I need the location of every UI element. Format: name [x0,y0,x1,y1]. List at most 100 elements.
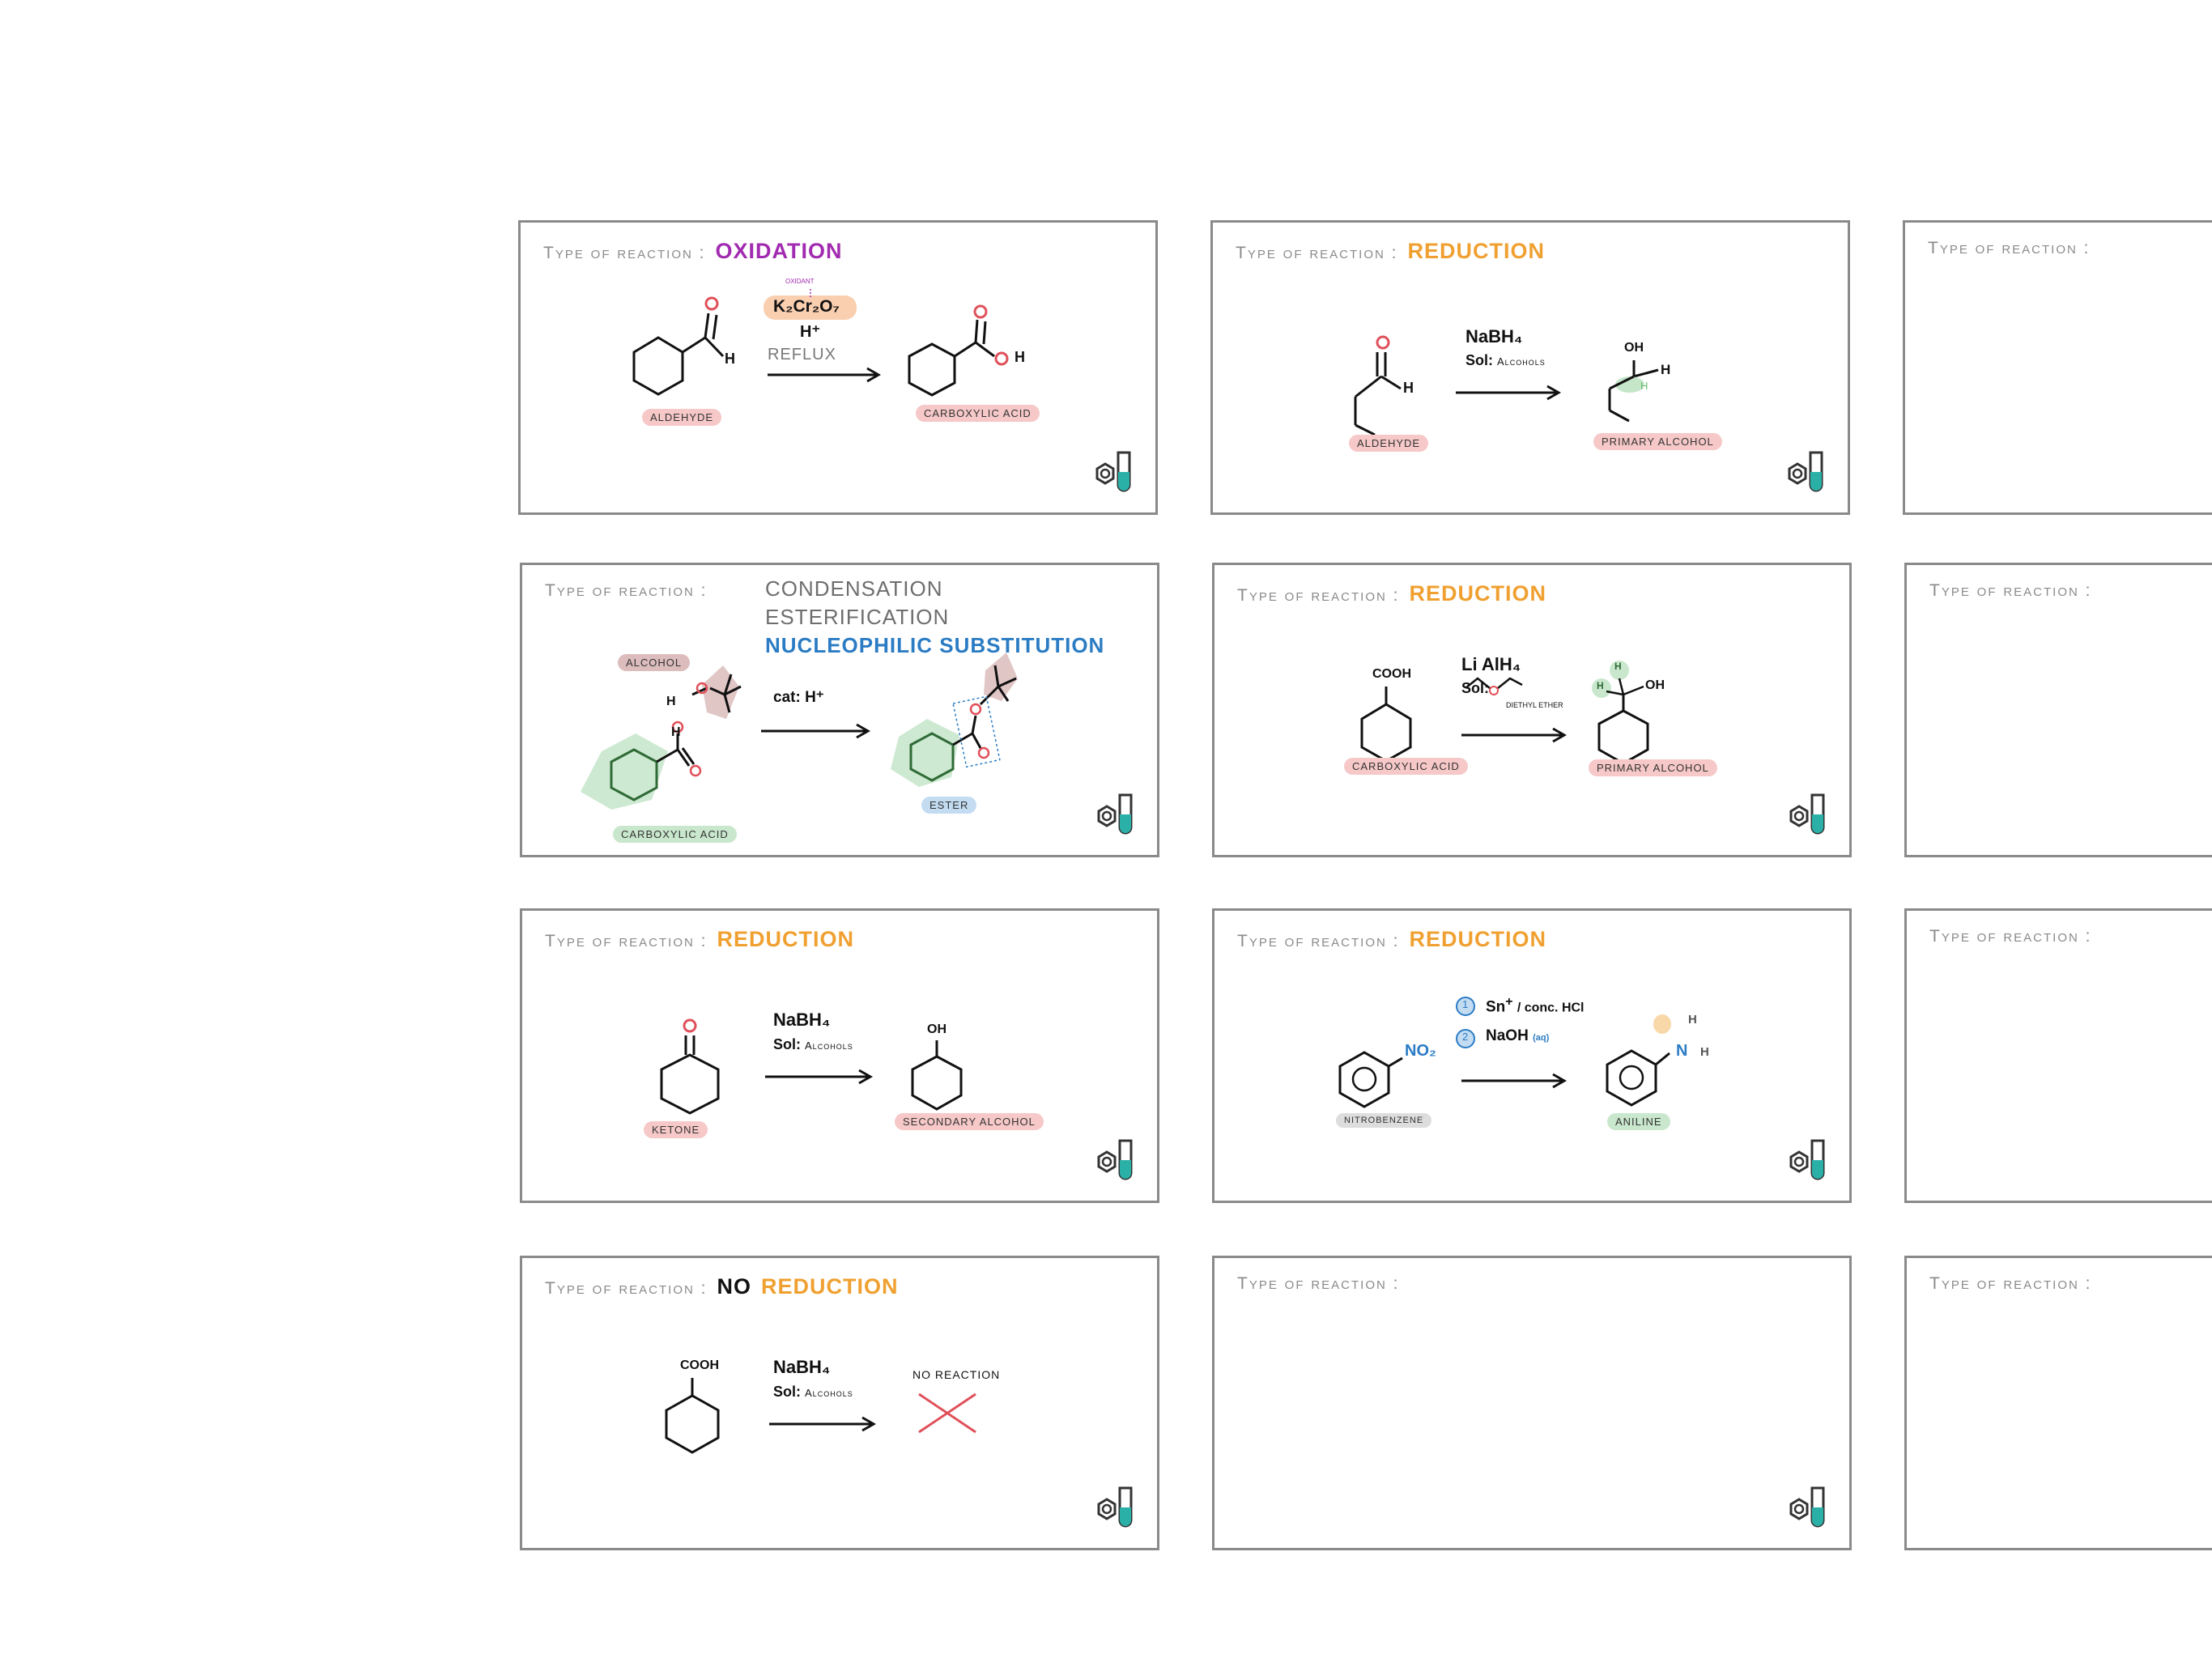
chemistry-logo-icon [1097,793,1133,835]
step1-reagent: Sn+ / conc. HCl [1486,995,1585,1016]
header-label: Type of reaction : [1237,1274,1400,1293]
solvent-label: Sol: [1461,680,1489,696]
reaction-type: REDUCTION [717,927,855,951]
header-label: Type of reaction : [1236,244,1398,262]
h-atom: H [666,695,676,708]
h-atom-added: H [1640,380,1648,392]
card-header: Type of reaction : REDUCTION [1237,581,1546,606]
chemistry-logo-icon [1789,793,1825,835]
solvent-value: DIETHYL ETHER [1506,701,1563,709]
reaction-type-prefix: NO [717,1274,752,1299]
reagent: NaBH₄ [1465,326,1523,346]
header-label: Type of reaction : [1929,581,2092,600]
solvent: Sol: Alcohols [773,1384,853,1401]
h-atom: H [725,351,735,367]
oh-group: OH [1645,678,1665,692]
product-label: CARBOXYLIC ACID [916,405,1040,422]
nitrogen-atom: N [1676,1042,1688,1060]
card-header: Type of reaction : [545,581,708,601]
reaction-type: REDUCTION [1409,581,1547,606]
reaction-type: NUCLEOPHILIC SUBSTITUTION [765,633,1105,657]
solvent: Sol: [1461,680,1489,697]
reactant-label: KETONE [644,1121,708,1138]
card-header: Type of reaction : NO REDUCTION [545,1274,899,1299]
product-label: PRIMARY ALCOHOL [1593,433,1722,450]
catalyst: cat: H⁺ [773,689,824,706]
step2-text: NaOH [1486,1027,1529,1044]
step2-reagent: NaOH (aq) [1486,1027,1549,1045]
card-header: Type of reaction : REDUCTION [1237,927,1546,952]
reaction-drawing [632,289,1009,397]
reagent: NaBH₄ [773,1010,831,1030]
card-reduction-acid[interactable]: Type of reaction : REDUCTION COOH Li AlH… [1212,563,1852,857]
reaction-drawing [665,1378,976,1454]
header-label: Type of reaction : [543,244,706,262]
card-reduction-nitro[interactable]: Type of reaction : REDUCTION NO₂ 1 2 Sn+… [1212,908,1852,1203]
reagent-note: oxidant [785,276,815,286]
card-header: Type of reaction : [1237,1274,1400,1294]
reagent: Li AlH₄ [1461,654,1521,674]
card-esterification[interactable]: Type of reaction : CONDENSATION ESTERIFI… [520,563,1159,857]
chemistry-logo-icon [1788,451,1823,492]
header-label: Type of reaction : [1928,239,2091,257]
card-header: Type of reaction : REDUCTION [545,927,854,952]
solvent-label: Sol: [773,1036,801,1052]
card-empty[interactable]: Type of reaction : [1904,908,2212,1203]
reactant-group: NO₂ [1405,1042,1436,1060]
card-header: Type of reaction : [1929,1274,2092,1294]
reaction-drawing [660,1018,963,1115]
chemistry-logo-icon [1097,1486,1133,1528]
card-empty[interactable]: Type of reaction : [1903,220,2212,515]
card-header: Type of reaction : OXIDATION [543,239,843,264]
chemistry-logo-icon [1789,1486,1825,1528]
condition: REFLUX [768,346,836,363]
card-reduction-ketone[interactable]: Type of reaction : REDUCTION OH NaBH₄ So… [520,908,1159,1203]
card-empty[interactable]: Type of reaction : [1904,1256,2212,1550]
h-atom: H [1015,349,1025,365]
h-atom: H [1614,661,1622,672]
card-empty[interactable]: Type of reaction : [1904,563,2212,857]
header-label: Type of reaction : [1929,927,2092,946]
solvent-value: Alcohols [805,1039,853,1052]
alcohol-label: ALCOHOL [618,654,691,671]
result-text: NO REACTION [912,1368,1001,1381]
step1-tail: / conc. HCl [1516,1001,1585,1015]
reactant-label: NITROBENZENE [1336,1113,1432,1128]
chemistry-logo-icon [1095,451,1131,492]
reaction-drawing [1360,661,1649,765]
h-atom: H [1688,1013,1697,1027]
header-label: Type of reaction : [1929,1274,2092,1293]
step1-number: 1 [1462,998,1469,1010]
reaction-type: REDUCTION [761,1274,899,1299]
chemistry-logo-icon [1097,1139,1133,1180]
product-label: ANILINE [1607,1113,1670,1130]
solvent-label: Sol: [773,1384,801,1400]
reactant-label: ALDEHYDE [1349,435,1429,452]
card-oxidation[interactable]: Type of reaction : OXIDATION H H oxidant… [518,220,1158,515]
reaction-type: REDUCTION [1407,239,1546,263]
reaction-type: CONDENSATION [765,576,943,601]
h-atom: H [1597,680,1604,691]
oh-group: OH [1624,341,1644,355]
reactant-group: COOH [1372,667,1411,682]
step2-tail: (aq) [1533,1033,1550,1043]
h-atom: H [1661,362,1671,377]
card-reduction-aldehyde[interactable]: Type of reaction : REDUCTION H OH H H Na… [1210,220,1850,515]
solvent-value: Alcohols [1497,355,1546,368]
reactant-label: ALDEHYDE [642,409,722,426]
card-no-reduction[interactable]: Type of reaction : NO REDUCTION COOH NaB… [520,1256,1159,1550]
card-header: Type of reaction : [1928,239,2091,258]
product-label: PRIMARY ALCOHOL [1589,759,1717,776]
header-label: Type of reaction : [545,581,708,600]
card-empty[interactable]: Type of reaction : [1212,1256,1852,1550]
reagent: K₂Cr₂O₇ [773,297,840,316]
reaction-type-list: CONDENSATION ESTERIFICATION NUCLEOPHILIC… [765,576,1104,658]
reactant-group-text: COOH [1372,667,1411,681]
reactant-label: CARBOXYLIC ACID [1344,758,1468,775]
reaction-drawing [1354,335,1659,436]
h-atom: H [671,725,681,739]
no-reaction-cross-icon [918,1392,976,1434]
header-label: Type of reaction : [545,1279,708,1298]
reaction-drawing [581,653,1018,810]
reaction-type: ESTERIFICATION [765,605,950,629]
